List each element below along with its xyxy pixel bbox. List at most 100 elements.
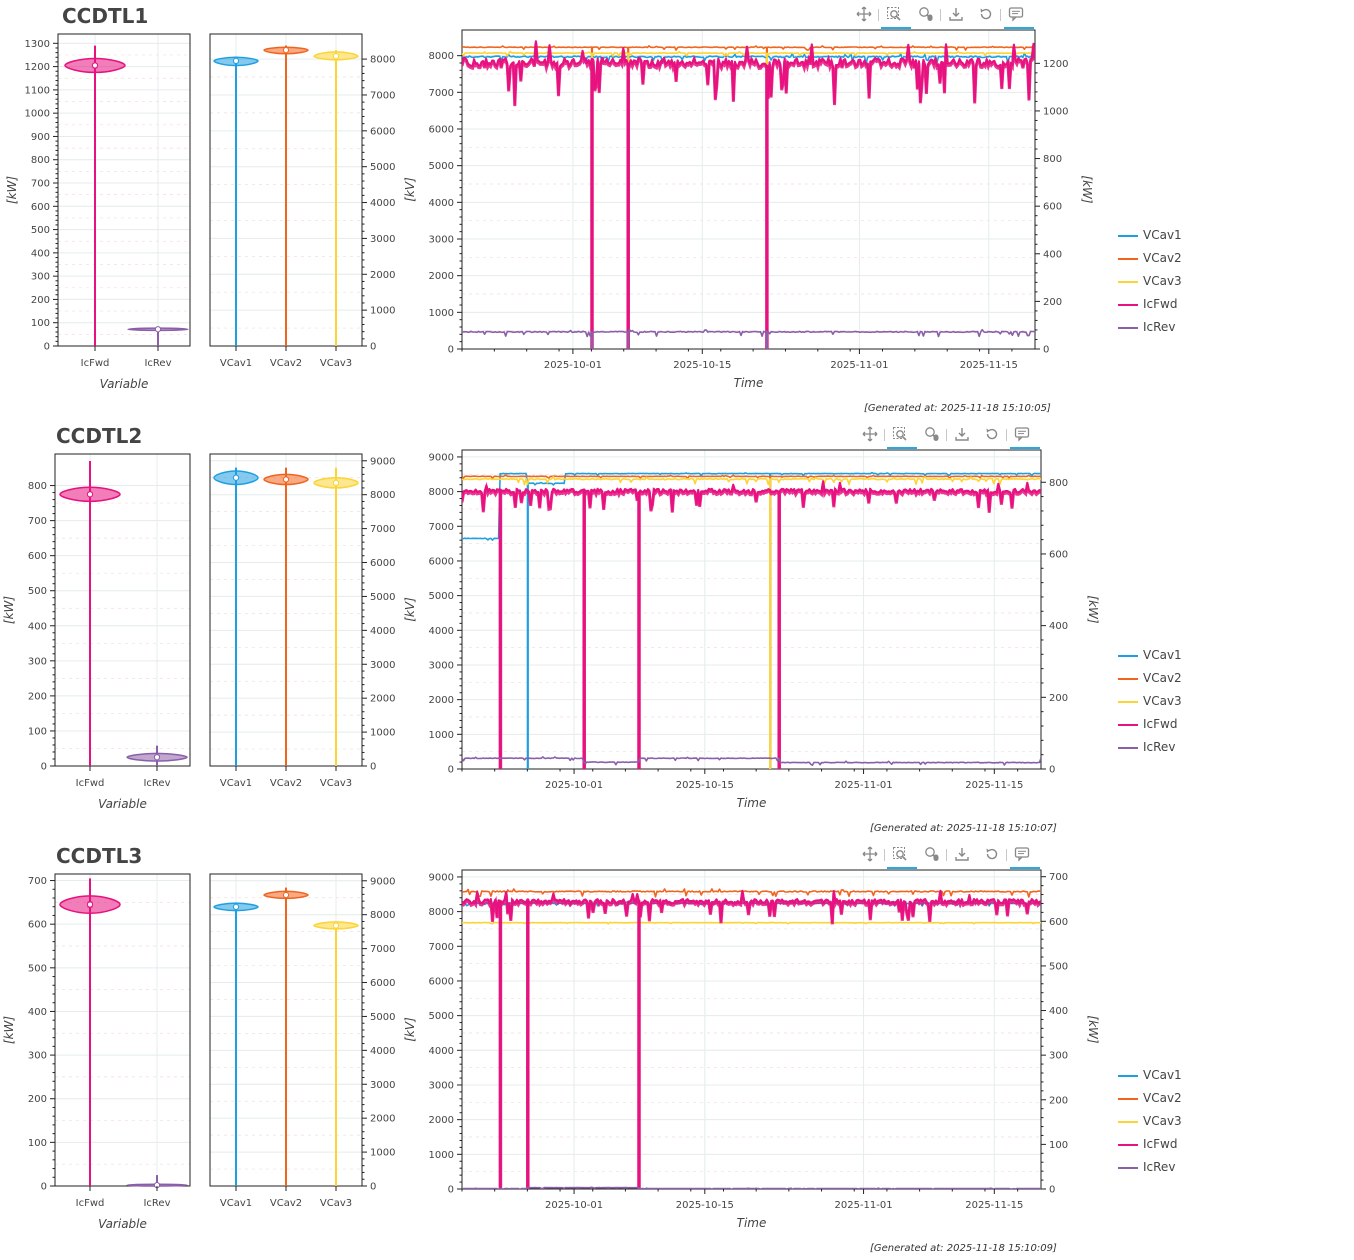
hover-icon[interactable] <box>1014 846 1034 864</box>
y-tick-label: 1300 <box>25 39 50 50</box>
y-tick-label: 700 <box>28 516 47 527</box>
violin-median-icrev <box>153 754 161 761</box>
x-axis-label: Time <box>734 376 764 390</box>
legend-item-vcav2[interactable]: VCav2 <box>1118 671 1208 687</box>
x-tick-label: 2025-10-15 <box>676 780 734 791</box>
legend-item-icfwd[interactable]: IcFwd <box>1118 717 1208 733</box>
violin-median-icfwd <box>86 901 94 908</box>
legend-item-vcav1[interactable]: VCav1 <box>1118 1068 1208 1084</box>
save-icon[interactable] <box>948 6 968 24</box>
legend-item-vcav3[interactable]: VCav3 <box>1118 274 1208 290</box>
pan-icon[interactable] <box>862 426 882 444</box>
x-tick-label: 2025-11-15 <box>965 780 1023 791</box>
legend-item-vcav2[interactable]: VCav2 <box>1118 1091 1208 1107</box>
y-tick-label: 9000 <box>429 452 454 463</box>
reset-icon[interactable] <box>984 426 1004 444</box>
toolbar-separator <box>884 429 885 441</box>
y-tick-label: 7000 <box>370 524 395 535</box>
legend-swatch <box>1118 304 1138 306</box>
legend-item-vcav2[interactable]: VCav2 <box>1118 251 1208 267</box>
y-right-tick-label: 300 <box>1049 1051 1068 1062</box>
toolbar-separator <box>1000 9 1001 21</box>
x-tick-label: 2025-11-15 <box>960 360 1018 371</box>
legend-item-vcav3[interactable]: VCav3 <box>1118 694 1208 710</box>
wheel-zoom-icon[interactable] <box>924 426 944 444</box>
y-tick-label: 1200 <box>25 62 50 73</box>
legend-swatch <box>1118 235 1138 237</box>
series-line-vcav2 <box>462 888 1041 898</box>
series-band-icfwd <box>462 481 1041 769</box>
legend-item-icfwd[interactable]: IcFwd <box>1118 1137 1208 1153</box>
x-tick-label: 2025-10-01 <box>545 780 603 791</box>
series-line-vcav1 <box>462 52 1035 349</box>
x-tick-label: 2025-10-15 <box>673 360 731 371</box>
series-line-vcav3 <box>462 50 1035 349</box>
y-right-tick-label: 400 <box>1043 249 1062 260</box>
box-zoom-icon[interactable] <box>892 846 912 864</box>
y-tick-label: 8000 <box>429 487 454 498</box>
panel-title: CCDTL2 <box>56 424 143 448</box>
y-tick-label: 1000 <box>429 308 454 319</box>
legend-swatch <box>1118 701 1138 703</box>
box-zoom-icon[interactable] <box>886 6 906 24</box>
y-tick-label: 6000 <box>370 558 395 569</box>
y-tick-label: 6000 <box>429 125 454 136</box>
hover-icon[interactable] <box>1014 426 1034 444</box>
save-icon[interactable] <box>954 846 974 864</box>
y-tick-label: 2000 <box>370 694 395 705</box>
y-tick-label: 100 <box>31 318 50 329</box>
y-tick-label: 0 <box>370 342 376 353</box>
legend-item-vcav3[interactable]: VCav3 <box>1118 1114 1208 1130</box>
y-right-tick-label: 800 <box>1043 154 1062 165</box>
active-tool-indicator <box>887 867 917 869</box>
legend-item-icrev[interactable]: IcRev <box>1118 1160 1208 1176</box>
violin-median-vcav1 <box>232 57 240 64</box>
legend-item-vcav1[interactable]: VCav1 <box>1118 228 1208 244</box>
save-icon[interactable] <box>954 426 974 444</box>
y-tick-label: 800 <box>28 481 47 492</box>
y-right-tick-label: 100 <box>1049 1140 1068 1151</box>
pan-icon[interactable] <box>862 846 882 864</box>
box-zoom-icon[interactable] <box>892 426 912 444</box>
y-axis-label: [kW] <box>2 596 16 624</box>
legend-item-icfwd[interactable]: IcFwd <box>1118 297 1208 313</box>
y-tick-label: 200 <box>28 1094 47 1105</box>
y-right-tick-label: 1200 <box>1043 59 1068 70</box>
y-right-axis-label: [kW] <box>1086 1015 1100 1043</box>
y-tick-label: 5000 <box>429 591 454 602</box>
y-tick-label: 9000 <box>429 872 454 883</box>
generated-timestamp: [Generated at: 2025-11-18 15:10:05] <box>864 403 1051 414</box>
y-tick-label: 1000 <box>370 1148 395 1159</box>
y-tick-label: 4000 <box>429 626 454 637</box>
violin-median-vcav3 <box>332 922 340 929</box>
y-tick-label: 300 <box>31 272 50 283</box>
violin-median-vcav1 <box>232 474 240 481</box>
pan-icon[interactable] <box>856 6 876 24</box>
legend-swatch <box>1118 1075 1138 1077</box>
x-tick-label: VCav3 <box>320 358 352 369</box>
y-right-tick-label: 200 <box>1049 693 1068 704</box>
y-tick-label: 600 <box>28 920 47 931</box>
reset-icon[interactable] <box>984 846 1004 864</box>
legend-swatch <box>1118 327 1138 329</box>
toolbar-separator <box>940 9 941 21</box>
y-tick-label: 300 <box>28 1051 47 1062</box>
legend-item-icrev[interactable]: IcRev <box>1118 320 1208 336</box>
legend-item-vcav1[interactable]: VCav1 <box>1118 648 1208 664</box>
legend-item-icrev[interactable]: IcRev <box>1118 740 1208 756</box>
y-tick-label: 200 <box>28 691 47 702</box>
hover-icon[interactable] <box>1008 6 1028 24</box>
reset-icon[interactable] <box>978 6 998 24</box>
violin-median-vcav1 <box>232 903 240 910</box>
wheel-zoom-icon[interactable] <box>918 6 938 24</box>
chart-area: 0 100 200 300 400 500 600 700 800 900 1000 1100 1200… <box>5 29 1094 391</box>
generated-timestamp: [Generated at: 2025-11-18 15:10:07] <box>870 823 1057 834</box>
y-tick-label: 1000 <box>370 728 395 739</box>
wheel-zoom-icon[interactable] <box>924 846 944 864</box>
active-tool-indicator <box>1004 27 1034 29</box>
plot-frame <box>461 29 1036 350</box>
x-tick-label: IcFwd <box>76 778 105 789</box>
x-tick-label: 2025-10-01 <box>544 360 602 371</box>
y-tick-label: 9000 <box>370 876 395 887</box>
active-tool-indicator <box>1010 447 1040 449</box>
